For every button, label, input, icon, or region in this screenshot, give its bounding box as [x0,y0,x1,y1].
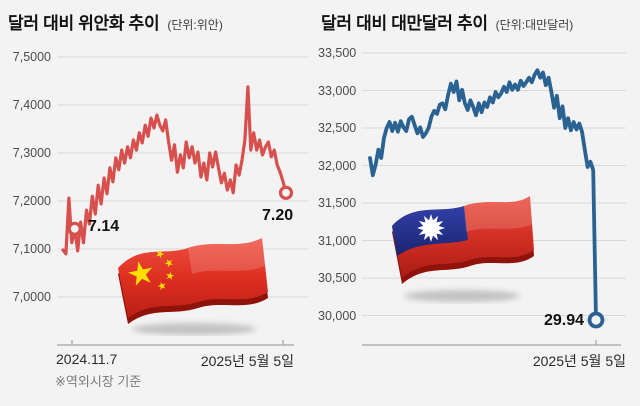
left-y-tick: 7,0000 [12,290,51,304]
left-chart-unit: (단위:위안) [167,18,223,32]
right-y-tick: 31,500 [318,196,357,210]
left-start-value-label: 7.14 [88,218,120,235]
usd-cny-marker-end [278,185,294,200]
taiwan-flag-icon [392,196,534,302]
left-chart-header: 달러 대비 위안화 추이 (단위:위안) [8,9,223,34]
right-chart-header: 달러 대비 대만달러 추이 (단위:대만달러) [321,9,573,34]
left-y-tick: 7,4000 [12,98,51,112]
right-y-tick: 31,000 [318,234,357,248]
usd-cny-line [61,85,288,256]
source-footnote: ※역외시장 기준 [55,374,142,389]
right-y-tick: 33,000 [318,84,357,98]
left-y-tick: 7,3000 [12,146,51,160]
left-x-tick-start: 2024.11.7 [56,351,118,367]
usd-twd-marker-end [587,311,605,329]
right-y-tick: 30,500 [318,271,357,285]
right-chart-unit: (단위:대만달러) [495,18,574,32]
right-end-value-label: 29.94 [543,312,584,329]
left-y-tick: 7,2000 [12,194,51,208]
right-y-tick: 32,500 [318,121,357,135]
left-end-value-label: 7.20 [262,207,294,224]
left-y-tick: 7,5000 [12,50,51,64]
taiwan-sun [417,214,445,242]
china-flag-icon [118,238,268,335]
usd-twd-line [368,68,598,322]
right-chart-title: 달러 대비 대만달러 추이 [321,14,488,33]
right-y-tick: 33,500 [318,46,357,60]
left-chart-title: 달러 대비 위안화 추이 [8,14,160,33]
right-y-tick: 30,000 [318,309,357,323]
right-y-tick: 32,000 [318,159,357,173]
left-y-tick: 7,1000 [12,242,51,256]
usd-cny-marker-start [67,221,82,236]
right-x-tick-end: 2025년 5월 5일 [532,353,626,369]
left-x-tick-end: 2025년 5월 5일 [200,353,294,369]
